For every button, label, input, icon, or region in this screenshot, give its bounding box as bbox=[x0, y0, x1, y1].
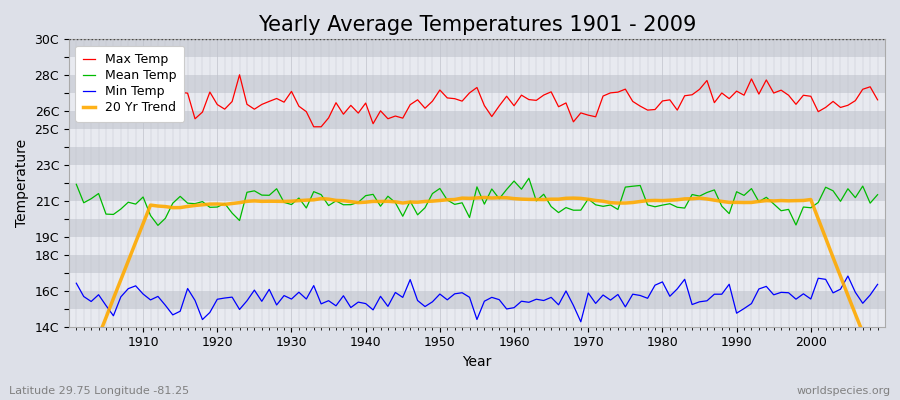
Min Temp bbox=[605, 298, 616, 302]
20 Yr Trend bbox=[293, 198, 304, 203]
Max Temp bbox=[613, 90, 624, 94]
20 Yr Trend bbox=[338, 198, 349, 203]
Max Temp bbox=[301, 109, 311, 114]
Max Temp bbox=[316, 124, 327, 129]
20 Yr Trend bbox=[71, 388, 82, 392]
Min Temp bbox=[508, 305, 519, 310]
X-axis label: Year: Year bbox=[463, 355, 491, 369]
20 Yr Trend bbox=[872, 366, 883, 371]
Mean Temp bbox=[71, 182, 82, 187]
Mean Temp bbox=[152, 223, 163, 228]
Y-axis label: Temperature: Temperature bbox=[15, 139, 29, 227]
Max Temp bbox=[130, 95, 141, 100]
Mean Temp bbox=[516, 187, 526, 192]
Min Temp bbox=[501, 306, 512, 311]
Bar bbox=[69, 111, 885, 129]
Max Temp bbox=[71, 106, 82, 111]
Min Temp bbox=[71, 281, 82, 286]
Min Temp bbox=[130, 284, 141, 288]
Bar bbox=[69, 147, 885, 165]
Line: Max Temp: Max Temp bbox=[76, 75, 878, 127]
Bar bbox=[69, 75, 885, 93]
Min Temp bbox=[293, 290, 304, 295]
Mean Temp bbox=[346, 202, 356, 207]
Text: Latitude 29.75 Longitude -81.25: Latitude 29.75 Longitude -81.25 bbox=[9, 386, 189, 396]
Max Temp bbox=[353, 111, 364, 116]
Mean Temp bbox=[524, 176, 535, 181]
Mean Temp bbox=[872, 192, 883, 197]
Bar bbox=[69, 93, 885, 111]
Bar bbox=[69, 129, 885, 147]
Bar bbox=[69, 57, 885, 75]
Title: Yearly Average Temperatures 1901 - 2009: Yearly Average Temperatures 1901 - 2009 bbox=[257, 15, 696, 35]
Bar bbox=[69, 201, 885, 219]
Mean Temp bbox=[613, 207, 624, 212]
Mean Temp bbox=[301, 206, 311, 210]
20 Yr Trend bbox=[516, 197, 526, 202]
Bar bbox=[69, 165, 885, 183]
Max Temp bbox=[516, 93, 526, 98]
Bar bbox=[69, 39, 885, 57]
Mean Temp bbox=[130, 202, 141, 206]
20 Yr Trend bbox=[479, 195, 490, 200]
Bar bbox=[69, 237, 885, 255]
Line: Min Temp: Min Temp bbox=[76, 276, 878, 322]
20 Yr Trend bbox=[508, 196, 519, 201]
Line: Mean Temp: Mean Temp bbox=[76, 178, 878, 225]
20 Yr Trend bbox=[605, 200, 616, 205]
Max Temp bbox=[234, 72, 245, 77]
Bar bbox=[69, 291, 885, 309]
Min Temp bbox=[338, 293, 349, 298]
Bar bbox=[69, 309, 885, 327]
Legend: Max Temp, Mean Temp, Min Temp, 20 Yr Trend: Max Temp, Mean Temp, Min Temp, 20 Yr Tre… bbox=[76, 46, 184, 122]
Text: worldspecies.org: worldspecies.org bbox=[796, 386, 891, 396]
Mean Temp bbox=[508, 179, 519, 184]
Min Temp bbox=[575, 319, 586, 324]
Bar bbox=[69, 255, 885, 273]
Min Temp bbox=[842, 274, 853, 278]
Min Temp bbox=[872, 282, 883, 287]
20 Yr Trend bbox=[130, 240, 141, 244]
Max Temp bbox=[872, 98, 883, 102]
Bar bbox=[69, 183, 885, 201]
Line: 20 Yr Trend: 20 Yr Trend bbox=[76, 198, 878, 390]
Bar bbox=[69, 219, 885, 237]
Bar bbox=[69, 273, 885, 291]
Max Temp bbox=[524, 97, 535, 102]
